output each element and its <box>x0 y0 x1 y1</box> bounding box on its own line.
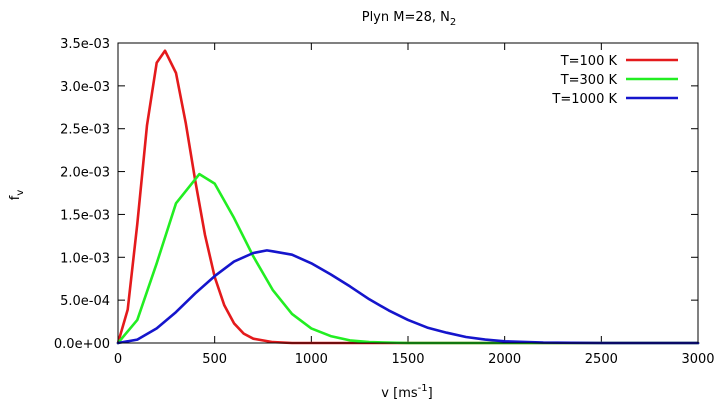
y-tick-label: 2.5e-03 <box>60 123 110 138</box>
x-tick-label: 3000 <box>681 352 714 367</box>
x-tick-label: 2500 <box>585 352 618 367</box>
x-axis-label-suffix: ] <box>428 386 433 401</box>
series-layer <box>116 49 700 345</box>
x-tick-label: 2000 <box>488 352 521 367</box>
chart-title: Plyn M=28, N2 <box>362 10 457 28</box>
y-axis-label-main: f <box>8 195 23 200</box>
legend-label-1: T=100 K <box>560 54 618 69</box>
y-tick-label: 5.0e-04 <box>60 294 110 309</box>
x-axis-label-superscript: -1 <box>418 383 428 394</box>
series-line-1 <box>116 49 700 345</box>
y-tick-label: 3.5e-03 <box>60 37 110 52</box>
plot-frame <box>117 42 699 344</box>
y-axis-label-subscript: v <box>15 190 26 196</box>
x-axis-label: v [ms-1] <box>381 383 432 401</box>
series-line-2 <box>116 172 700 345</box>
y-axis-label: fv <box>8 190 26 201</box>
x-axis-label-main: v [ms <box>381 386 418 401</box>
y-tick-label: 0.0e+00 <box>54 337 110 352</box>
y-tick-label: 1.5e-03 <box>60 208 110 223</box>
x-tick-label: 1500 <box>391 352 424 367</box>
legend-label-2: T=300 K <box>560 73 618 88</box>
series-line-3 <box>116 249 700 345</box>
y-tick-label: 1.0e-03 <box>60 251 110 266</box>
x-tick-label: 0 <box>114 352 122 367</box>
x-tick-label: 500 <box>202 352 227 367</box>
y-tick-label: 2.0e-03 <box>60 166 110 181</box>
legend-label-3: T=1000 K <box>551 92 617 107</box>
chart-title-subscript: 2 <box>450 17 456 28</box>
chart-title-main: Plyn M=28, N <box>362 10 450 25</box>
x-tick-label: 1000 <box>295 352 328 367</box>
legend: T=100 K T=300 K T=1000 K <box>551 54 678 107</box>
y-tick-label: 3.0e-03 <box>60 80 110 95</box>
